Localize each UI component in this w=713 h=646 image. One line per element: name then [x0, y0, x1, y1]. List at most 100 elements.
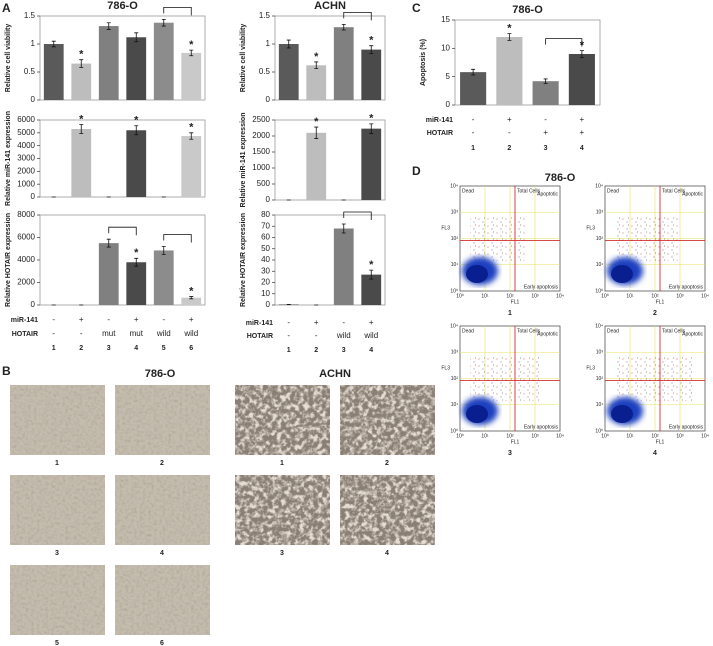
significance-star: * [507, 23, 512, 35]
comparison-bracket [163, 234, 192, 243]
quadrant-label: Apoptotic [682, 191, 703, 197]
flow-y-tick: 10¹ [451, 262, 459, 268]
flow-x-tick: 10⁰ [601, 293, 609, 299]
y-tick-label: 10 [261, 289, 270, 298]
y-tick-label: 30 [261, 266, 270, 275]
row-value: - [80, 329, 83, 338]
y-axis-label: Relative miR-141 expression [240, 113, 247, 208]
error-bar [369, 45, 374, 54]
flow-x-tick: 10³ [676, 433, 684, 439]
bar [181, 297, 202, 305]
row-value: + [580, 128, 585, 137]
bar [361, 274, 382, 305]
error-bar [543, 78, 548, 84]
row-name: HOTAIR [12, 331, 38, 338]
bar [181, 52, 202, 100]
y-tick-label: 4000 [17, 255, 35, 264]
y-tick-label: 1000 [17, 179, 35, 188]
micrograph [115, 475, 210, 545]
micrograph-label: 1 [55, 460, 59, 467]
y-tick-label: 5000 [17, 128, 35, 137]
micrograph-label: 5 [55, 640, 59, 646]
flow-y-label: FL3 [586, 365, 595, 371]
error-bar [79, 59, 84, 68]
flow-x-tick: 10⁰ [601, 433, 609, 439]
bar [496, 37, 523, 105]
micrograph [115, 565, 210, 635]
flow-y-tick: 10³ [451, 210, 459, 216]
flow-x-tick: 10³ [531, 433, 539, 439]
flow-y-tick: 10⁴ [595, 183, 603, 189]
flow-cluster [611, 405, 633, 423]
error-bar [189, 296, 194, 300]
x-tick-label: 3 [107, 345, 111, 352]
quadrant-label: Dead [462, 188, 474, 194]
flow-plot-label: 4 [653, 450, 657, 457]
quadrant-label: Early apoptosis [524, 284, 559, 290]
flow-y-tick: 10² [596, 376, 604, 382]
error-bar [106, 22, 111, 30]
quadrant-label: Dead [462, 328, 474, 334]
panel-label: B [2, 364, 11, 378]
flow-x-tick: 10² [506, 293, 514, 299]
y-tick-label: 0 [266, 95, 271, 104]
y-tick-label: 2500 [252, 115, 270, 124]
y-tick-label: 0 [31, 95, 36, 104]
bar [278, 44, 299, 100]
bar [126, 262, 147, 305]
y-tick-label: 8000 [17, 210, 35, 219]
y-tick-label: 0.5 [259, 67, 271, 76]
quadrant-label: Total Cells [517, 188, 541, 194]
significance-star: * [314, 116, 319, 128]
quadrant-label: Apoptotic [537, 191, 558, 197]
bar [71, 63, 92, 100]
micrograph-group-title: 786-O [145, 368, 176, 380]
bar [333, 27, 354, 101]
flow-y-tick: 10⁴ [595, 323, 603, 329]
plot-frame [39, 214, 206, 306]
row-value: mut [102, 329, 116, 338]
flow-x-label: FL1 [511, 299, 520, 305]
flow-plot-label: 3 [508, 450, 512, 457]
y-tick-label: 0 [446, 100, 451, 109]
flow-scatter [470, 356, 541, 401]
flow-y-tick: 10³ [596, 350, 604, 356]
row-value: - [544, 115, 547, 124]
plot-frame [454, 19, 601, 106]
y-tick-label: 2000 [252, 131, 270, 140]
y-tick-label: 15 [441, 15, 450, 24]
y-tick-label: 0 [31, 192, 36, 201]
x-tick-label: 2 [314, 347, 318, 354]
row-value: - [342, 318, 345, 327]
x-tick-label: 1 [52, 345, 56, 352]
row-value: - [162, 315, 165, 324]
bar [98, 243, 119, 305]
flow-y-tick: 10² [451, 236, 459, 242]
row-value: + [314, 318, 319, 327]
bar [532, 81, 559, 105]
y-axis-label: Relative HOTAIR expression [5, 213, 12, 307]
y-tick-label: 1000 [252, 163, 270, 172]
bar [71, 128, 92, 197]
flow-y-tick: 10¹ [596, 402, 604, 408]
row-value: - [52, 329, 55, 338]
row-value: mut [130, 329, 144, 338]
y-tick-label: 1 [266, 39, 271, 48]
flow-scatter [615, 216, 678, 261]
x-tick-label: 4 [369, 347, 373, 354]
y-tick-label: 1 [31, 39, 36, 48]
micrograph-group-title: ACHN [319, 368, 351, 380]
y-axis-label: Apoptosis (%) [420, 39, 427, 86]
error-bar [314, 126, 319, 139]
flow-y-tick: 10³ [596, 210, 604, 216]
flow-x-tick: 10¹ [481, 433, 489, 439]
flow-x-tick: 10² [506, 433, 514, 439]
flow-x-tick: 10⁴ [701, 433, 709, 439]
flow-x-tick: 10¹ [626, 433, 634, 439]
y-tick-label: 5 [446, 72, 451, 81]
quadrant-label: Early apoptosis [669, 284, 704, 290]
y-tick-label: 2000 [17, 278, 35, 287]
bar [126, 37, 147, 100]
flow-x-tick: 10⁰ [456, 293, 464, 299]
